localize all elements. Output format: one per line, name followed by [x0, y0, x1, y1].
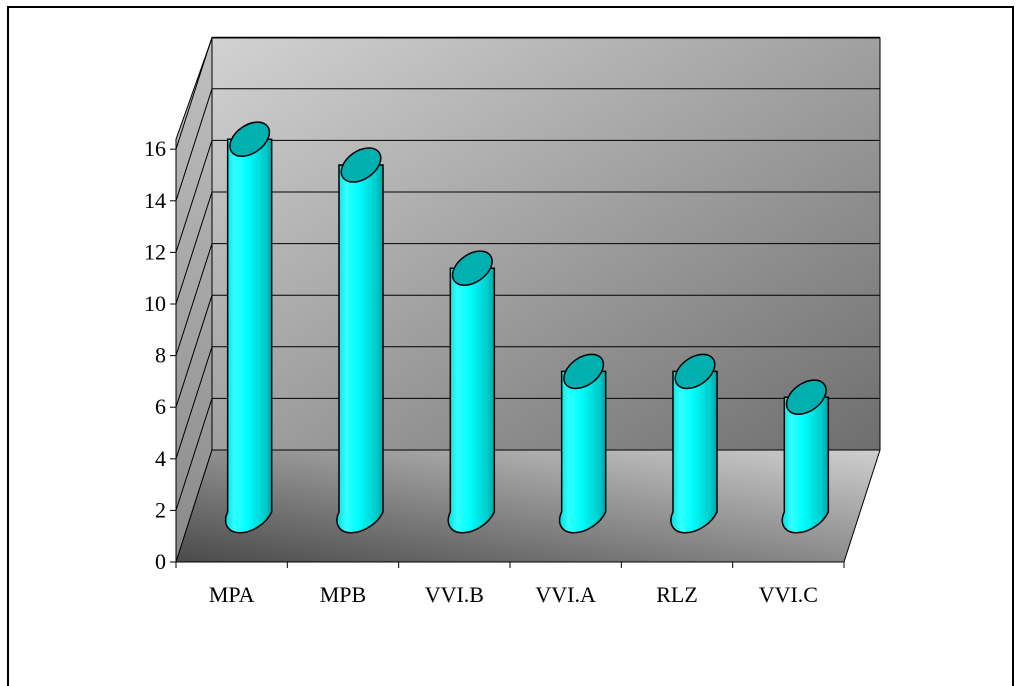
gridline-side [175, 346, 213, 459]
x-category-label: VVI.C [759, 582, 818, 607]
y-tick-label: 16 [144, 136, 166, 161]
x-category-label: MPB [320, 582, 366, 607]
bar-MPA [224, 121, 273, 534]
y-tick-labels: 0 2 4 6 8 10 12 14 16 [144, 136, 166, 574]
bar-VVI.A [558, 353, 607, 534]
bar-body [781, 396, 830, 534]
bar-top [674, 353, 716, 390]
bar-body [558, 370, 607, 534]
x-category-label: RLZ [656, 582, 698, 607]
y-tick-label: 6 [155, 394, 166, 419]
gridline-side [175, 88, 213, 201]
x-category-label: VVI.B [425, 582, 484, 607]
gridline-side [175, 140, 213, 253]
gridline-side [175, 398, 213, 511]
bar-top [785, 379, 827, 416]
chart-walls [175, 37, 881, 563]
gridlines [175, 36, 880, 511]
x-category-label: MPA [209, 582, 255, 607]
bar-series [224, 121, 830, 534]
y-tick-label: 12 [144, 239, 166, 264]
gridline-side [175, 295, 213, 408]
y-tick-label: 14 [144, 188, 166, 213]
bar-VVI.B [447, 250, 496, 534]
bar-body [447, 267, 496, 534]
y-tick-label: 4 [155, 446, 166, 471]
x-category-labels: MPA MPB VVI.B VVI.A RLZ VVI.C [209, 582, 818, 607]
bar-top [340, 147, 382, 183]
bar-body [224, 138, 273, 534]
bar-VVI.C [781, 379, 830, 534]
bar-RLZ [670, 353, 718, 534]
axes [170, 139, 845, 568]
floor [175, 449, 881, 563]
y-tick-label: 8 [155, 343, 166, 368]
bar-top [229, 121, 271, 158]
x-category-label: VVI.A [535, 582, 596, 607]
gridline-side [175, 191, 213, 305]
y-tick-label: 2 [155, 497, 166, 522]
bar-body [670, 370, 718, 534]
y-tick-label: 10 [144, 291, 166, 316]
gridline-side [175, 37, 213, 150]
bar-top [451, 250, 493, 287]
gridline-side [175, 243, 213, 356]
bar-body [336, 164, 384, 534]
y-tick-label: 0 [155, 549, 166, 574]
bar-top [563, 353, 605, 390]
bar-MPB [336, 147, 384, 534]
